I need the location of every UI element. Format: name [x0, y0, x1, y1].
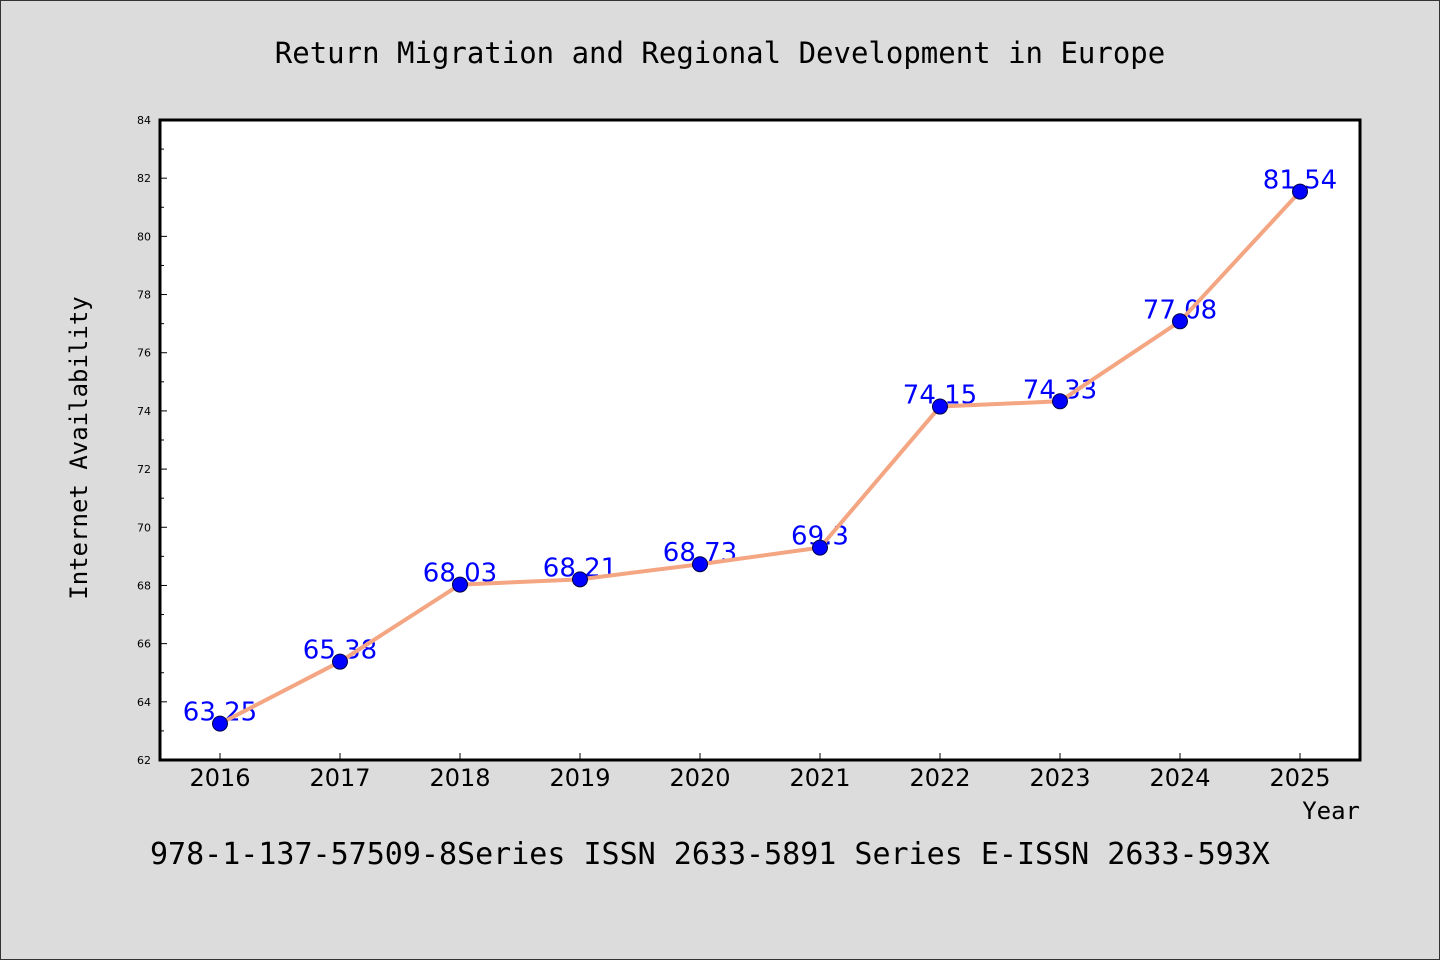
y-axis-label: Internet Availability — [65, 296, 93, 599]
data-point-marker — [332, 653, 348, 670]
data-point-marker — [1292, 183, 1308, 200]
data-point-marker — [212, 715, 228, 732]
x-tick-label: 2023 — [1029, 764, 1090, 792]
y-tick-label: 70 — [137, 521, 151, 534]
y-tick-label: 82 — [137, 172, 151, 185]
data-point-marker — [692, 556, 708, 573]
chart-title: Return Migration and Regional Developmen… — [275, 36, 1165, 70]
y-tick-label: 80 — [137, 230, 151, 243]
data-point-marker — [572, 571, 588, 588]
y-tick-label: 64 — [137, 696, 151, 709]
y-tick-label: 62 — [137, 754, 151, 767]
x-tick-label: 2025 — [1269, 764, 1330, 792]
x-tick-label: 2019 — [549, 764, 610, 792]
data-point-marker — [452, 576, 468, 593]
y-tick-label: 78 — [137, 289, 151, 302]
data-point-marker — [812, 539, 828, 556]
footer-isbn-issn: 978-1-137-57509-8Series ISSN 2633-5891 S… — [150, 837, 1270, 872]
x-tick-label: 2018 — [429, 764, 490, 792]
y-tick-label: 76 — [137, 347, 151, 360]
plot-frame — [158, 118, 1362, 762]
x-axis-label: Year — [1302, 797, 1360, 825]
y-tick-label: 66 — [137, 638, 151, 651]
data-point-marker — [1052, 393, 1068, 410]
x-tick-label: 2022 — [909, 764, 970, 792]
x-tick-label: 2021 — [789, 764, 850, 792]
y-tick-label: 74 — [137, 405, 151, 418]
data-point-marker — [932, 398, 948, 415]
x-tick-labels: 2016 2017 2018 2019 2020 2021 2022 2023 2024 2025 — [189, 764, 1330, 792]
x-tick-label: 2020 — [669, 764, 730, 792]
series-markers — [212, 183, 1308, 732]
plot-area — [160, 120, 1360, 760]
x-tick-label: 2016 — [189, 764, 250, 792]
y-tick-label: 72 — [137, 463, 151, 476]
y-tick-label: 84 — [137, 114, 151, 127]
x-tick-label: 2024 — [1149, 764, 1210, 792]
data-point-marker — [1172, 313, 1188, 330]
series-line — [218, 189, 1302, 726]
series-line-layer — [218, 189, 1302, 726]
y-tick-labels: 62 64 66 68 70 72 74 76 78 80 82 84 — [137, 114, 151, 767]
x-tick-label: 2017 — [309, 764, 370, 792]
y-tick-label: 68 — [137, 579, 151, 592]
